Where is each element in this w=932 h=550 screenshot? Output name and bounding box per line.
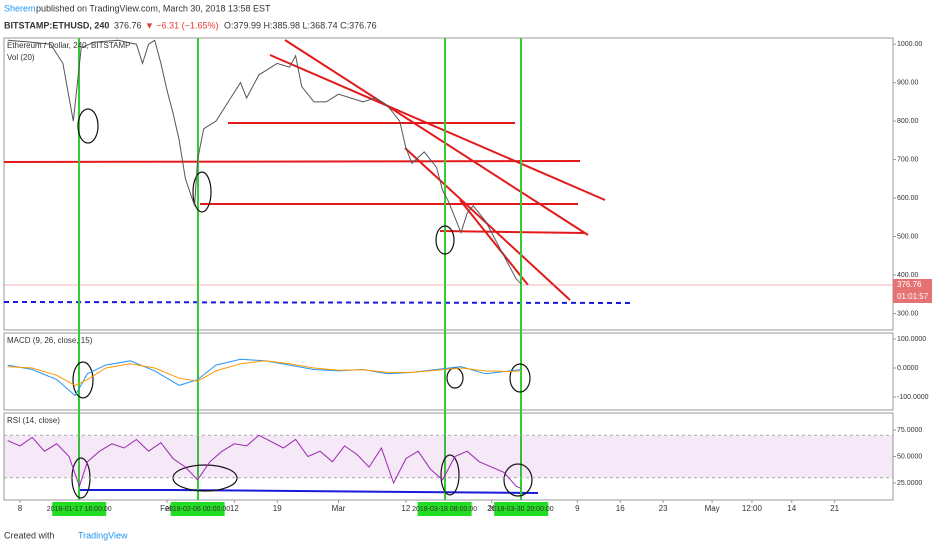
- date-label-bg: [417, 502, 472, 516]
- panel-subtitle: Vol (20): [7, 53, 35, 62]
- rsi-band: [4, 435, 893, 478]
- y-tick-label: 0.0000: [897, 365, 919, 372]
- x-tick-label: 12: [230, 504, 239, 513]
- countdown-bg: [893, 291, 932, 303]
- footer-created: Created with: [4, 530, 55, 540]
- panel-title: RSI (14, close): [7, 416, 60, 425]
- y-tick-label: 700.00: [897, 156, 919, 163]
- change: ▼ −6.31 (−1.65%): [145, 20, 218, 30]
- series-line: [7, 358, 522, 397]
- symbol: BITSTAMP:ETHUSD, 240: [4, 20, 109, 30]
- y-tick-label: 900.00: [897, 79, 919, 86]
- y-tick-label: 800.00: [897, 118, 919, 125]
- last: 376.76: [114, 20, 142, 30]
- x-tick-label: 23: [659, 504, 668, 513]
- x-tick-label: 12:00: [742, 504, 763, 513]
- panel-title: Ethereum / Dollar, 240, BITSTAMP: [7, 41, 130, 50]
- date-label: 2018-03-30 20:00:00: [489, 506, 554, 513]
- y-tick-label: 500.00: [897, 233, 919, 240]
- y-tick-label: 400.00: [897, 272, 919, 279]
- y-tick-label: 1000.00: [897, 41, 922, 48]
- y-tick-label: 25.0000: [897, 480, 922, 487]
- x-tick-label: 19: [273, 504, 282, 513]
- price-tag-bg: [893, 279, 932, 291]
- date-label-bg: [494, 502, 549, 516]
- verticals: [78, 38, 522, 500]
- x-tick-label: Feb: [160, 504, 174, 513]
- x-tick-label: 26: [487, 504, 496, 513]
- price-tag: 376.76: [897, 280, 922, 289]
- x-tick-label: 16: [616, 504, 625, 513]
- y-tick-label: 100.0000: [897, 336, 926, 343]
- series-line: [7, 360, 522, 386]
- footer-brand[interactable]: TradingView: [78, 530, 128, 540]
- x-tick-label: May: [705, 504, 720, 513]
- x-tick-label: 21: [830, 504, 839, 513]
- date-label-bg: [170, 502, 225, 516]
- x-tick-label: 12: [401, 504, 410, 513]
- y-tick-label: 600.00: [897, 195, 919, 202]
- series-line: [7, 39, 522, 285]
- date-label: 2018-03-18 08:00:00: [412, 506, 477, 513]
- ohlc: O:379.99 H:385.98 L:368.74 C:376.76: [224, 20, 377, 30]
- x-tick-label: Mar: [332, 504, 346, 513]
- y-tick-label: -100.0000: [897, 394, 929, 401]
- x-tick-label: 9: [575, 504, 580, 513]
- panel-title: MACD (9, 26, close, 15): [7, 336, 93, 345]
- x-tick-label: 14: [787, 504, 796, 513]
- date-label: 2018-01-17 16:00:00: [47, 506, 112, 513]
- y-tick-label: 50.0000: [897, 453, 922, 460]
- y-tick-label: 75.0000: [897, 427, 922, 434]
- publisher[interactable]: Sherem: [4, 3, 36, 13]
- countdown: 01:01:57: [897, 292, 929, 301]
- x-tick-label: 8: [18, 504, 23, 513]
- series-line: [7, 434, 522, 489]
- date-label: 2018-02-06 00:00:00: [165, 506, 230, 513]
- date-label-bg: [52, 502, 107, 516]
- y-tick-label: 300.00: [897, 310, 919, 317]
- published: published on TradingView.com, March 30, …: [36, 3, 271, 13]
